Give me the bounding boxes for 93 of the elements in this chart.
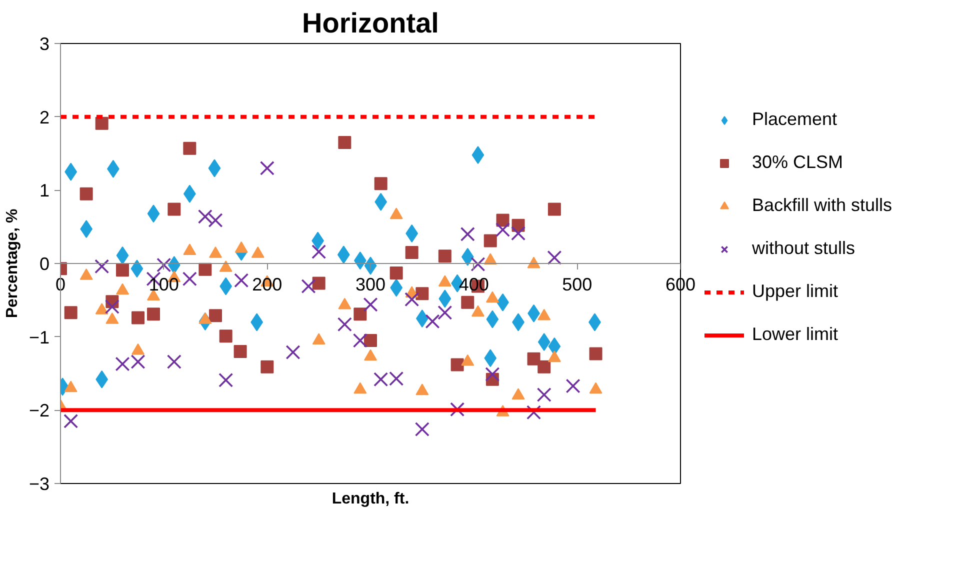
- point: [496, 222, 510, 238]
- point: [404, 292, 420, 307]
- point: [166, 354, 182, 370]
- y-tick-label: 2: [39, 107, 50, 128]
- point: [312, 276, 326, 290]
- point: [182, 272, 197, 286]
- point: [484, 234, 497, 248]
- y-tick-label: 1: [39, 180, 50, 201]
- point: [116, 246, 129, 264]
- point: [472, 146, 484, 164]
- point: [94, 259, 110, 274]
- point: [390, 266, 403, 280]
- point: [301, 278, 316, 294]
- point: [168, 202, 181, 216]
- point: [536, 388, 552, 402]
- point: [496, 214, 510, 227]
- x-tick-label: 300: [355, 274, 386, 294]
- point: [538, 360, 551, 374]
- point: [461, 296, 474, 309]
- point: [208, 159, 221, 178]
- chart-title: Horizontal: [302, 8, 439, 38]
- point: [147, 204, 160, 223]
- legend-label: Lower limit: [752, 324, 838, 345]
- point: [260, 360, 274, 374]
- point: [80, 187, 93, 200]
- point: [485, 366, 500, 382]
- y-tick-label: −3: [28, 474, 50, 494]
- point: [234, 345, 247, 358]
- y-tick-label: −1: [28, 327, 50, 348]
- point: [352, 333, 368, 348]
- point: [589, 347, 602, 360]
- legend-label: Upper limit: [752, 281, 838, 302]
- point: [438, 305, 452, 320]
- point: [147, 308, 160, 321]
- point: [208, 212, 223, 228]
- point: [450, 358, 464, 372]
- y-tick-label: −2: [28, 400, 50, 421]
- point: [414, 422, 430, 436]
- point: [405, 246, 418, 259]
- legend-label: 30% CLSM: [752, 152, 844, 173]
- point: [198, 209, 212, 224]
- point: [527, 352, 540, 366]
- point: [198, 262, 212, 276]
- x-tick-label: 200: [252, 274, 282, 294]
- point: [116, 264, 129, 277]
- legend-label: without stulls: [752, 238, 856, 259]
- point: [486, 310, 499, 328]
- point: [461, 248, 474, 266]
- point: [425, 314, 440, 329]
- y-axis-title: Percentage, %: [4, 208, 21, 318]
- point: [547, 250, 562, 265]
- legend-label: Placement: [752, 109, 838, 130]
- point: [95, 116, 108, 130]
- point: [64, 306, 78, 320]
- point: [548, 202, 561, 216]
- y-tick-label: 3: [39, 34, 50, 54]
- point: [538, 332, 550, 351]
- point: [286, 344, 300, 360]
- x-axis-title: Length, ft.: [332, 490, 410, 508]
- point: [450, 402, 465, 417]
- point: [312, 244, 326, 260]
- point: [460, 226, 475, 242]
- point: [338, 136, 352, 149]
- point: [209, 309, 222, 322]
- point: [156, 258, 172, 272]
- point: [511, 226, 526, 241]
- point: [337, 317, 352, 332]
- point: [260, 160, 274, 176]
- point: [438, 290, 452, 308]
- point: [363, 297, 378, 312]
- legend-label: Backfill with stulls: [752, 195, 892, 216]
- point: [548, 337, 561, 356]
- point: [104, 300, 120, 314]
- point: [337, 246, 350, 264]
- point: [364, 334, 377, 347]
- point: [526, 405, 542, 420]
- point: [130, 260, 144, 278]
- point: [354, 308, 367, 321]
- point: [64, 414, 78, 428]
- x-tick-label: 500: [562, 274, 592, 294]
- point: [374, 177, 388, 190]
- point: [438, 250, 452, 263]
- x-tick-label: 400: [458, 274, 489, 294]
- point: [566, 378, 580, 394]
- point: [470, 256, 486, 272]
- point: [234, 273, 249, 288]
- point: [484, 349, 497, 368]
- point: [416, 287, 429, 300]
- point: [219, 330, 232, 343]
- y-tick-label: 0: [39, 254, 50, 274]
- point: [183, 142, 196, 155]
- point: [132, 311, 144, 324]
- point: [218, 372, 234, 388]
